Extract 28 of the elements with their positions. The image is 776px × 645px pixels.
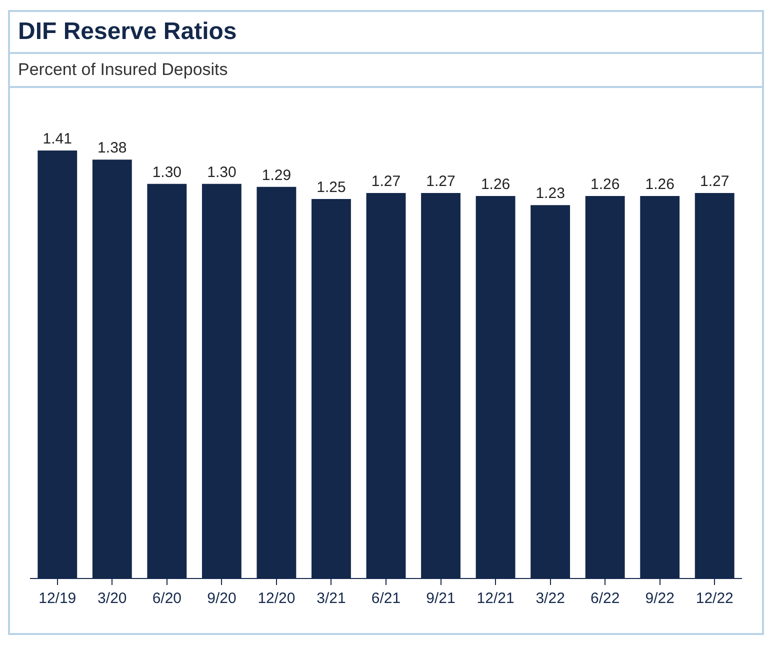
x-tick-label: 9/21: [426, 590, 456, 607]
x-tick-label: 12/20: [258, 590, 296, 607]
x-tick-label: 3/22: [536, 590, 565, 607]
x-tick-label: 6/22: [590, 590, 620, 607]
data-label: 1.29: [262, 166, 292, 184]
data-label: 1.27: [371, 172, 401, 190]
data-label: 1.27: [700, 172, 730, 190]
x-tick-label: 12/21: [476, 590, 514, 607]
x-tick-label: 3/20: [98, 590, 127, 607]
x-tick-label: 12/19: [38, 590, 76, 607]
x-tick-label: 6/21: [371, 590, 401, 607]
chart-subtitle: Percent of Insured Deposits: [10, 54, 762, 88]
data-label: 1.25: [316, 179, 346, 196]
data-label: 1.38: [98, 140, 127, 157]
data-label: 1.26: [645, 176, 674, 193]
x-tick-label: 6/20: [152, 590, 182, 607]
chart-title: DIF Reserve Ratios: [10, 12, 762, 54]
data-label: 1.23: [536, 185, 565, 202]
data-label: 1.26: [590, 176, 620, 193]
data-label: 1.30: [152, 164, 182, 181]
data-label: 1.30: [207, 164, 236, 181]
x-tick-label: 12/22: [696, 590, 734, 607]
data-label: 1.27: [426, 172, 456, 190]
x-tick-label: 3/21: [316, 590, 346, 607]
data-label: 1.26: [480, 176, 510, 193]
x-tick-label: 9/20: [207, 590, 236, 607]
data-label: 1.41: [42, 130, 72, 148]
x-tick-label: 9/22: [645, 590, 674, 607]
